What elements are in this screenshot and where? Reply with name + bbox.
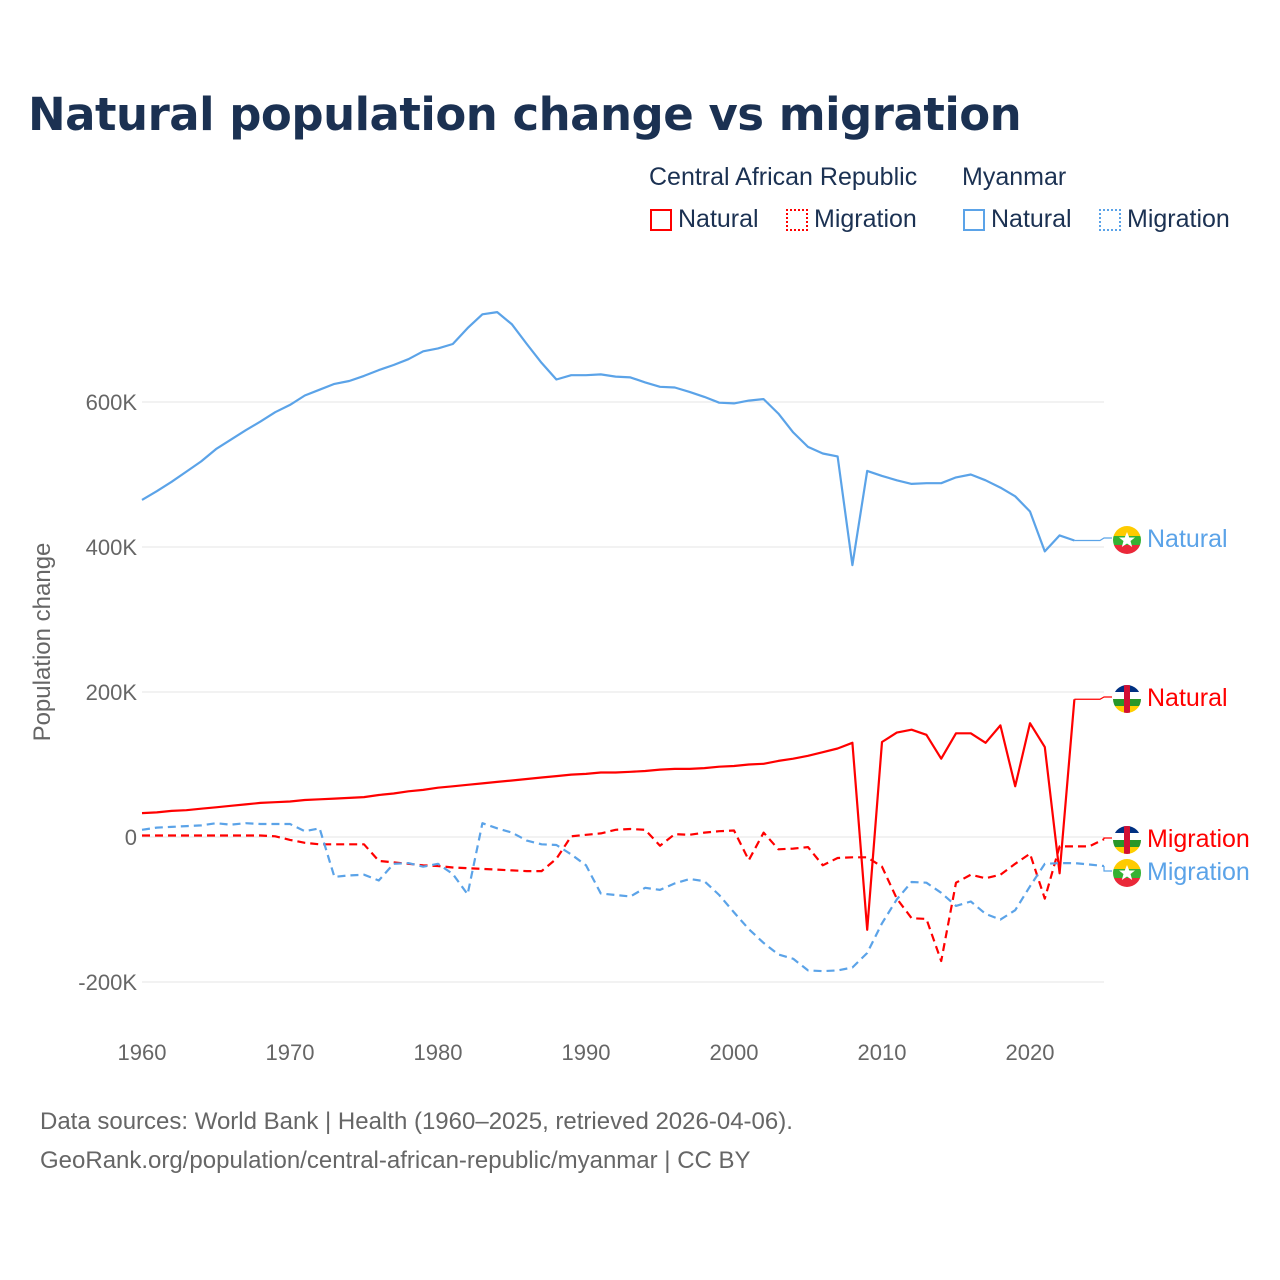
x-tick-label: 1960 (118, 1040, 167, 1065)
car-flag-icon (1113, 826, 1141, 854)
x-tick-label: 2020 (1006, 1040, 1055, 1065)
flag-stripe (1113, 878, 1141, 887)
x-tick-label: 2010 (858, 1040, 907, 1065)
label-connector (1074, 537, 1112, 542)
legend-car-natural[interactable]: Natural (650, 205, 759, 234)
flag-stripe (1113, 545, 1141, 554)
series-end-label: Migration (1147, 825, 1250, 853)
legend-group-car: Central African Republic (649, 163, 918, 191)
flag-stripe (1113, 859, 1141, 869)
x-tick-label: 1970 (266, 1040, 315, 1065)
series-end-label: Migration (1147, 858, 1250, 886)
flag-fill (1113, 685, 1141, 713)
label-connector (1074, 696, 1112, 700)
legend-myanmar-natural[interactable]: Natural (963, 205, 1072, 234)
label-connector (1103, 837, 1112, 840)
series-line-myanmar-migration (141, 822, 1105, 973)
legend-label: Migration (814, 205, 917, 233)
flag-band (1124, 685, 1130, 713)
legend-swatch-solid-blue (963, 208, 985, 231)
y-tick-label: 200K (86, 680, 138, 705)
series-end-label: Natural (1147, 684, 1228, 712)
series-line-central-african-republic-natural (141, 699, 1076, 931)
chart-title: Natural population change vs migration (28, 88, 1022, 141)
legend-swatch-dotted-blue (1099, 208, 1121, 231)
y-tick-label: 400K (86, 535, 138, 560)
legend-car-migration[interactable]: Migration (786, 205, 917, 234)
footer-link[interactable]: GeoRank.org/population/central-african-r… (40, 1147, 751, 1174)
legend-myanmar-migration[interactable]: Migration (1099, 205, 1230, 234)
series-end-label: Natural (1147, 525, 1228, 553)
x-tick-label: 1980 (414, 1040, 463, 1065)
flag-star (1119, 532, 1135, 547)
myanmar-flag-icon (1113, 859, 1141, 887)
series-line-central-african-republic-migration (142, 827, 1105, 963)
x-tick-label: 1990 (562, 1040, 611, 1065)
label-connector (1103, 866, 1112, 872)
footer-sources: Data sources: World Bank | Health (1960–… (40, 1108, 793, 1135)
legend-label: Natural (991, 205, 1072, 233)
series-line-myanmar-natural (141, 311, 1075, 567)
legend-label: Natural (678, 205, 759, 233)
legend-swatch-dotted-red (786, 208, 808, 231)
flag-star (1119, 865, 1135, 880)
car-flag-icon (1113, 685, 1141, 713)
legend-group-myanmar: Myanmar (962, 163, 1067, 191)
myanmar-flag-icon (1113, 526, 1141, 554)
legend-swatch-solid-red (650, 208, 672, 231)
flag-band (1124, 826, 1130, 854)
legend-label: Migration (1127, 205, 1230, 233)
flag-stripe (1113, 526, 1141, 536)
y-tick-label: -200K (78, 970, 137, 995)
y-tick-label: 600K (86, 390, 138, 415)
y-tick-label: 0 (125, 825, 137, 850)
y-axis-label: Population change (29, 543, 56, 742)
x-tick-label: 2000 (710, 1040, 759, 1065)
flag-fill (1113, 826, 1141, 854)
